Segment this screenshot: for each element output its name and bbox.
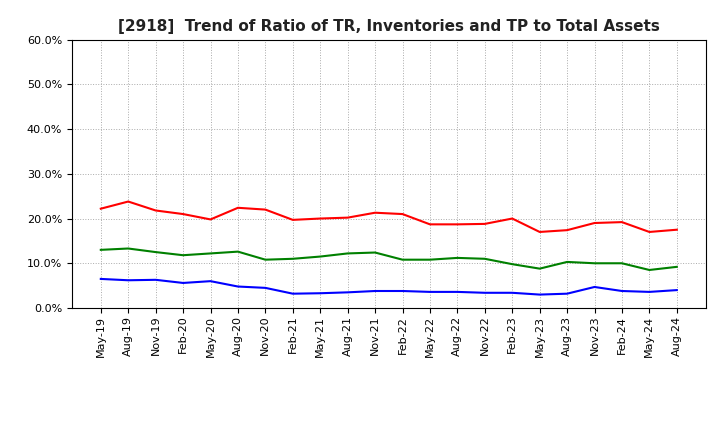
Trade Receivables (179, 211, 187, 216)
Inventories (426, 289, 434, 294)
Trade Receivables (590, 220, 599, 226)
Trade Payables (371, 250, 379, 255)
Trade Receivables (453, 222, 462, 227)
Inventories (672, 287, 681, 293)
Inventories (480, 290, 489, 295)
Trade Payables (233, 249, 242, 254)
Trade Receivables (124, 199, 132, 204)
Inventories (179, 280, 187, 286)
Trade Payables (96, 247, 105, 253)
Title: [2918]  Trend of Ratio of TR, Inventories and TP to Total Assets: [2918] Trend of Ratio of TR, Inventories… (118, 19, 660, 34)
Trade Receivables (426, 222, 434, 227)
Trade Payables (343, 251, 352, 256)
Trade Receivables (480, 221, 489, 227)
Trade Receivables (371, 210, 379, 215)
Trade Payables (124, 246, 132, 251)
Trade Receivables (618, 220, 626, 225)
Inventories (343, 290, 352, 295)
Trade Payables (508, 261, 516, 267)
Trade Receivables (233, 205, 242, 210)
Inventories (316, 290, 325, 296)
Inventories (398, 288, 407, 293)
Trade Payables (453, 255, 462, 260)
Line: Trade Receivables: Trade Receivables (101, 202, 677, 232)
Inventories (536, 292, 544, 297)
Trade Receivables (343, 215, 352, 220)
Inventories (124, 278, 132, 283)
Inventories (261, 285, 270, 290)
Trade Payables (563, 259, 572, 264)
Trade Receivables (672, 227, 681, 232)
Trade Receivables (508, 216, 516, 221)
Trade Receivables (645, 229, 654, 235)
Trade Receivables (398, 211, 407, 216)
Inventories (151, 277, 160, 282)
Trade Payables (480, 256, 489, 261)
Trade Payables (206, 251, 215, 256)
Trade Payables (151, 249, 160, 255)
Trade Payables (590, 260, 599, 266)
Trade Receivables (536, 229, 544, 235)
Trade Receivables (151, 208, 160, 213)
Inventories (618, 288, 626, 293)
Inventories (590, 284, 599, 290)
Inventories (233, 284, 242, 289)
Trade Receivables (96, 206, 105, 211)
Line: Trade Payables: Trade Payables (101, 249, 677, 270)
Trade Payables (426, 257, 434, 262)
Inventories (645, 289, 654, 294)
Trade Receivables (563, 227, 572, 233)
Inventories (206, 279, 215, 284)
Trade Receivables (289, 217, 297, 223)
Trade Payables (261, 257, 270, 262)
Trade Payables (398, 257, 407, 262)
Trade Payables (618, 260, 626, 266)
Trade Payables (645, 268, 654, 273)
Inventories (371, 288, 379, 293)
Line: Inventories: Inventories (101, 279, 677, 295)
Trade Payables (316, 254, 325, 259)
Inventories (289, 291, 297, 296)
Trade Payables (289, 256, 297, 261)
Inventories (563, 291, 572, 296)
Inventories (453, 289, 462, 294)
Inventories (96, 276, 105, 282)
Trade Receivables (316, 216, 325, 221)
Trade Payables (672, 264, 681, 269)
Trade Receivables (261, 207, 270, 212)
Trade Receivables (206, 217, 215, 222)
Trade Payables (179, 253, 187, 258)
Inventories (508, 290, 516, 295)
Trade Payables (536, 266, 544, 271)
